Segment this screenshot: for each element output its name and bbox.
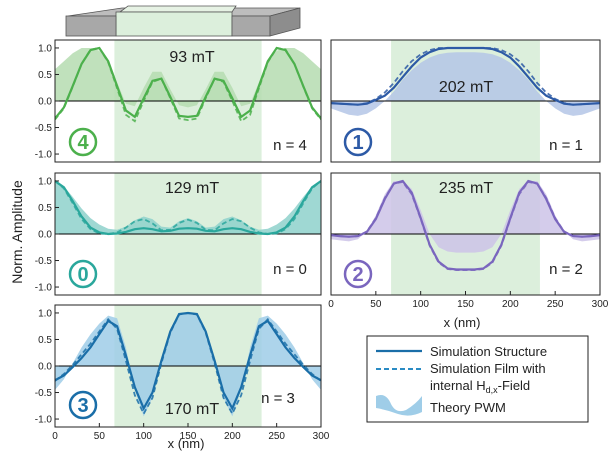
y-tick-label: 0.0 — [38, 362, 52, 373]
field-label: 170 mT — [165, 401, 219, 418]
x-tick-label: 0 — [52, 431, 58, 442]
x-tick-label: 300 — [592, 299, 608, 310]
structure-side-face — [269, 7, 301, 37]
x-tick-label: 300 — [313, 431, 330, 442]
y-tick-label: 0.0 — [38, 97, 52, 108]
y-tick-label: -1.0 — [35, 150, 53, 161]
y-tick-label: 0.5 — [38, 335, 52, 346]
x-axis-label-right: x (nm) — [444, 315, 481, 330]
n-label: n = 0 — [273, 261, 307, 278]
theory-pwm-area — [55, 48, 321, 108]
mode-badge-circle — [68, 127, 98, 157]
x-tick-label: 200 — [224, 431, 241, 442]
y-tick-label: 1.0 — [38, 176, 52, 187]
mode-badge-circle — [68, 390, 98, 420]
mode-badge-number: 0 — [77, 264, 88, 286]
x-tick-label: 150 — [180, 431, 197, 442]
legend-label-theory: Theory PWM — [430, 400, 506, 415]
theory-pwm-area — [331, 181, 600, 253]
n-label: n = 2 — [549, 261, 583, 278]
mode-badge-number: 1 — [352, 132, 363, 154]
field-label: 235 mT — [439, 180, 493, 197]
y-tick-label: -1.0 — [35, 415, 53, 426]
x-tick-label: 50 — [94, 431, 106, 442]
structure-sim-line — [55, 311, 321, 411]
legend: Simulation Structure Simulation Film wit… — [366, 335, 589, 423]
mode-badge-circle — [68, 259, 98, 289]
x-tick-label: 100 — [412, 299, 429, 310]
structure-sketch — [65, 5, 301, 37]
mode-badge-circle — [343, 127, 373, 157]
theory-pwm-area — [55, 181, 321, 234]
legend-swatch-wave — [376, 395, 422, 416]
panel-mode-0: 1.0 0.5 0.0 -0.5 -1.0 129 mT n = 0 0 — [35, 172, 322, 296]
y-tick-label: -0.5 — [35, 256, 53, 267]
legend-label-field-sub: d,x — [486, 385, 499, 395]
legend-label-field-suffix: -Field — [498, 378, 531, 393]
x-tick-label: 100 — [135, 431, 152, 442]
x-tick-label: 250 — [547, 299, 564, 310]
structure-ridge-front — [115, 11, 233, 37]
n-label: n = 1 — [549, 137, 583, 154]
structure-sim-line — [331, 179, 600, 271]
panel-mode-2: 0 50 100 150 200 250 300 235 mT n = 2 2 — [328, 172, 608, 310]
y-tick-label: 1.0 — [38, 43, 52, 54]
structure-sim-line — [55, 46, 321, 120]
panel-mode-4: 1.0 0.5 0.0 -0.5 -1.0 93 mT n = 4 4 — [35, 39, 322, 163]
theory-pwm-area — [331, 52, 600, 116]
structure-right-block — [231, 15, 271, 37]
y-tick-label: 0.5 — [38, 203, 52, 214]
y-tick-label: -1.0 — [35, 283, 53, 294]
n-label: n = 3 — [261, 390, 295, 407]
legend-label-film: Simulation Film with — [430, 361, 546, 376]
plot-frame — [330, 39, 601, 163]
legend-label-structure: Simulation Structure — [430, 344, 547, 359]
y-axis-label: Norm. Amplitude — [9, 180, 25, 284]
y-tick-label: 0.0 — [38, 230, 52, 241]
y-tick-label: -0.5 — [35, 388, 53, 399]
structure-ridge-top — [118, 5, 237, 13]
x-tick-label: 200 — [502, 299, 519, 310]
panel-mode-3: 1.0 0.5 0.0 -0.5 -1.0 0 50 100 150 200 250 300 170 m… — [35, 304, 330, 442]
panel-mode-1: 202 mT n = 1 1 — [330, 39, 601, 163]
legend-label-field-main: internal H — [430, 378, 486, 393]
field-label: 129 mT — [165, 180, 219, 197]
mode-badge-circle — [343, 259, 373, 289]
x-axis-label-left: x (nm) — [168, 436, 205, 451]
y-tick-label: 0.5 — [38, 70, 52, 81]
x-tick-label: 50 — [370, 299, 382, 310]
x-tick-label: 250 — [268, 431, 285, 442]
legend-label-field: internal Hd,x-Field — [430, 378, 530, 395]
structure-sim-line — [55, 180, 321, 236]
y-tick-label: 1.0 — [38, 308, 52, 319]
mode-badge-number: 3 — [77, 395, 88, 417]
field-label: 202 mT — [439, 79, 493, 96]
n-label: n = 4 — [273, 137, 307, 154]
mode-badge-number: 4 — [77, 132, 89, 154]
x-tick-label: 0 — [328, 299, 334, 310]
field-label: 93 mT — [169, 49, 215, 66]
structure-sim-line — [331, 46, 600, 106]
x-tick-label: 150 — [457, 299, 474, 310]
y-tick-label: -0.5 — [35, 123, 53, 134]
mode-badge-number: 2 — [352, 264, 363, 286]
structure-left-block — [65, 15, 117, 37]
